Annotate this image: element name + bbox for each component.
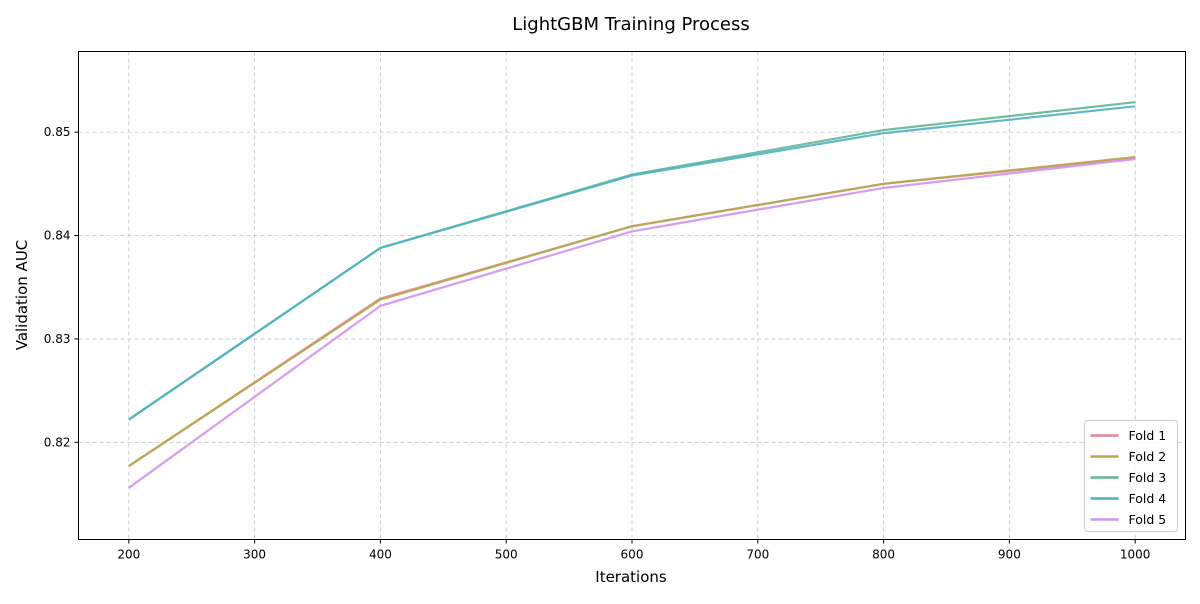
y-tick-label: 0.84: [44, 229, 71, 243]
legend-label: Fold 4: [1129, 491, 1167, 506]
x-tick-label: 600: [621, 548, 644, 562]
y-tick-label: 0.82: [44, 435, 71, 449]
legend-label: Fold 2: [1129, 449, 1167, 464]
chart-title: LightGBM Training Process: [512, 14, 750, 35]
x-tick-label: 200: [117, 548, 140, 562]
y-tick-label: 0.85: [44, 125, 71, 139]
x-tick-label: 900: [998, 548, 1021, 562]
y-tick-label: 0.83: [44, 332, 71, 346]
legend: Fold 1 Fold 2 Fold 3 Fold 4 Fold 5: [1085, 421, 1178, 532]
x-tick-label: 300: [243, 548, 266, 562]
x-axis-label: Iterations: [595, 568, 667, 586]
x-tick-label: 700: [746, 548, 769, 562]
x-tick-label: 800: [872, 548, 895, 562]
x-tick-label: 1000: [1120, 548, 1151, 562]
legend-label: Fold 1: [1129, 428, 1167, 443]
legend-label: Fold 3: [1129, 470, 1167, 485]
y-axis-label: Validation AUC: [13, 240, 31, 351]
x-tick-label: 400: [369, 548, 392, 562]
legend-label: Fold 5: [1129, 512, 1167, 527]
x-tick-label: 500: [495, 548, 518, 562]
